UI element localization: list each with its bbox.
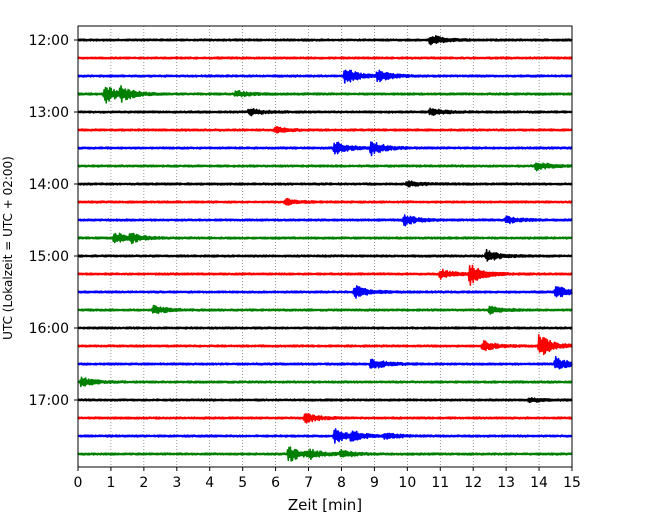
trace-1445 [77,232,573,245]
trace-1245 [77,85,573,104]
trace-1630 [77,355,573,370]
x-tick-label: 15 [563,475,581,491]
trace-1600 [77,326,573,330]
plot-frame [77,25,573,468]
trace-1230 [77,69,573,84]
x-tick-label: 14 [530,475,548,491]
y-tick-label: 13:00 [29,105,69,121]
x-tick-label: 3 [172,475,181,491]
trace-1545 [77,304,573,315]
axes [77,25,573,468]
trace-1300 [77,107,573,117]
trace-1315 [77,126,573,134]
trace-1745 [77,446,573,462]
y-axis-label: UTC (Lokalzeit = UTC + 02:00) [1,156,15,340]
x-tick-label: 10 [398,475,416,491]
trace-1500 [77,248,573,262]
x-tick-label: 7 [304,475,313,491]
trace-1645 [77,376,573,388]
trace-1330 [77,141,573,157]
x-tick-label: 2 [139,475,148,491]
y-tick-label: 17:00 [29,393,69,409]
y-ticks: 12:00 13:00 14:00 15:00 16:00 17:00 [29,33,78,409]
y-tick-label: 12:00 [29,33,69,49]
trace-1415 [77,197,573,206]
trace-layer [77,34,573,462]
x-ticks: 0 1 2 3 4 5 6 7 8 9 10 11 12 13 14 15 [74,467,581,491]
trace-1215 [77,56,573,60]
y-tick-label: 15:00 [29,249,69,265]
x-tick-label: 4 [205,475,214,491]
x-tick-label: 8 [337,475,346,491]
trace-1430 [77,214,573,227]
x-tick-label: 12 [464,475,482,491]
trace-1345 [77,162,573,172]
trace-1700 [77,397,573,404]
x-tick-label: 5 [238,475,247,491]
trace-1730 [77,428,573,444]
trace-1515 [77,264,573,286]
trace-1615 [77,334,573,356]
trace-1200 [77,34,573,46]
x-axis-label: Zeit [min] [288,496,362,514]
y-tick-label: 16:00 [29,321,69,337]
x-tick-label: 13 [497,475,515,491]
x-tick-label: 9 [370,475,379,491]
x-tick-label: 11 [431,475,449,491]
trace-1400 [77,180,573,188]
x-tick-label: 6 [271,475,280,491]
trace-1715 [77,413,573,424]
x-tick-label: 0 [74,475,83,491]
trace-1530 [77,285,573,299]
y-tick-label: 14:00 [29,177,69,193]
x-tick-label: 1 [106,475,115,491]
